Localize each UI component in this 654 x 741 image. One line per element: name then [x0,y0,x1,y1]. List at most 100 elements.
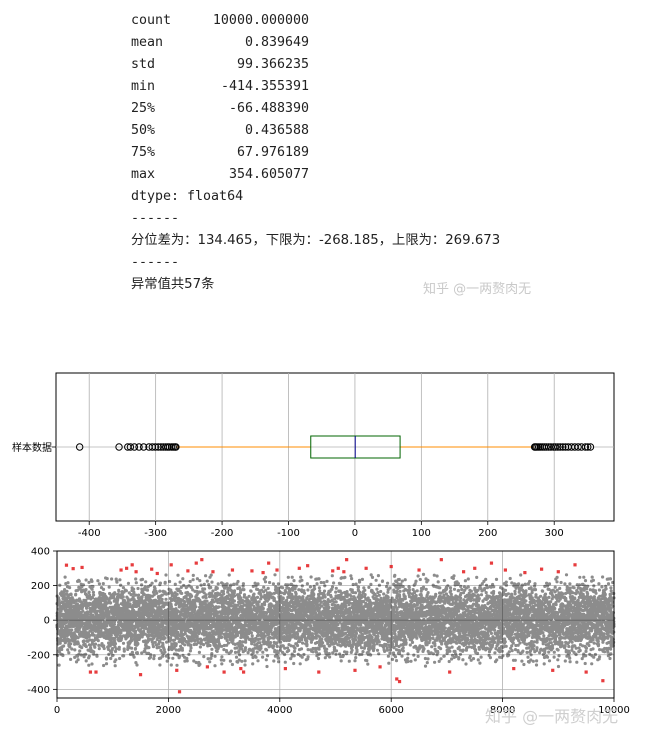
scatter-outlier-point [119,568,123,572]
boxplot-flier [581,443,590,451]
boxplot-flier [547,443,555,451]
describe-row: min -414.355391 [131,76,551,98]
scatter-outlier-point [584,670,588,674]
scatter-xtick-label: 4000 [267,705,292,716]
scatter-outlier-point [250,569,254,573]
boxplot-flier [574,443,582,451]
boxplot-tick-label: 300 [545,528,564,539]
boxplot-flier [115,443,123,451]
scatter-outlier-point [378,665,382,669]
scatter-outlier-point [261,571,265,575]
scatter-outlier-point [601,679,605,683]
scatter-ytick-label: 400 [31,547,50,558]
scatter-outlier-point [169,563,173,567]
boxplot-flier [556,443,564,451]
describe-key: 50% [131,123,156,138]
boxplot-flier [586,443,595,451]
boxplot-tick-label: 200 [478,528,497,539]
describe-row: mean 0.839649 [131,32,551,54]
scatter-outlier-point [539,567,544,571]
scatter-outlier-point [523,571,527,575]
scatter-ytick-label: 0 [44,616,50,627]
describe-key: 75% [131,145,156,160]
scatter-outlier-point [239,667,243,671]
boxplot-flier [551,443,560,451]
scatter-outlier-point [205,665,209,669]
describe-row: 25% -66.488390 [131,98,551,120]
describe-row: 75% 67.976189 [131,142,551,164]
dtype-line: dtype: float64 [131,189,244,204]
scatter-outlier-point [150,567,154,571]
scatter-outlier-point [200,558,204,562]
describe-row: count 10000.000000 [131,10,551,32]
describe-value: -414.355391 [220,79,309,94]
scatter-outlier-point [448,670,452,674]
boxplot-tick-label: 100 [412,528,431,539]
boxplot-flier [130,443,139,451]
scatter-outlier-point [130,563,134,567]
scatter-outlier-point [551,668,555,672]
describe-value: 99.366235 [236,57,309,72]
scatter-outlier-point [397,679,402,684]
scatter-outlier-point [241,670,246,674]
scatter-outlier-point [175,668,179,672]
scatter-outlier-point [573,563,577,567]
scatter-outlier-point [88,670,93,674]
boxplot-flier [151,443,160,451]
scatter-outlier-point [297,566,301,570]
describe-value: 0.839649 [244,35,309,50]
boxplot-flier [135,443,143,451]
describe-row: 50% 0.436588 [131,120,551,142]
scatter-outlier-point [512,667,516,671]
boxplot-flier [584,443,592,451]
scatter-outlier-point [230,568,235,572]
scatter-ytick-label: -400 [27,685,50,696]
describe-row: max 354.605077 [131,164,551,186]
describe-key: min [131,79,156,94]
scatter-outlier-point [134,570,138,574]
boxplot-tick-label: 0 [352,528,358,539]
scatter-outlier-point [342,570,346,574]
scatter-xtick-label: 2000 [156,705,181,716]
scatter-outlier-point [186,569,190,573]
separator-top: ------ [131,211,180,226]
scatter-outlier-point [331,569,335,573]
boxplot-flier [75,443,84,451]
describe-value: -66.488390 [228,101,309,116]
scatter-ytick-label: -200 [27,650,50,661]
boxplot-flier [542,443,550,451]
scatter-outlier-point [556,570,560,574]
scatter-outlier-point [503,568,507,572]
scatter-outlier-point [417,568,421,572]
scatter-frame [56,550,615,699]
describe-value: 67.976189 [236,145,309,160]
scatter-outlier-point [222,670,226,674]
scatter-outlier-point [489,561,494,565]
describe-value: 10000.000000 [212,13,309,28]
boxplot-tick-label: -400 [78,528,101,539]
boxplot-tick-label: -100 [277,528,300,539]
boxplot-flier [139,443,148,451]
describe-key: 25% [131,101,156,116]
boxplot-flier [126,443,135,451]
scatter-outlier-point [71,567,75,571]
iqr-line: 分位差为：134.465，下限为：-268.185，上限为：269.673 [131,233,501,248]
scatter-outlier-point [306,564,310,568]
boxplot-flier [172,443,180,451]
boxplot-tick-label: -300 [144,528,167,539]
scatter-outlier-point [125,566,129,570]
describe-key: count [131,13,172,28]
scatter-xtick-label: 6000 [378,705,403,716]
scatter-outlier-point [138,673,143,677]
boxplot-flier [154,443,163,451]
scatter-outlier-point [283,667,287,671]
scatter-ytick-label: 200 [31,581,50,592]
scatter-outlier-point [336,566,340,570]
boxplot-chart: -400 -300 -200 -100 0 100 200 300 样本数据 [12,372,615,539]
describe-key: mean [131,35,164,50]
boxplot-tick-label: -200 [211,528,234,539]
describe-key: max [131,167,156,182]
scatter-outlier-point [177,690,182,694]
